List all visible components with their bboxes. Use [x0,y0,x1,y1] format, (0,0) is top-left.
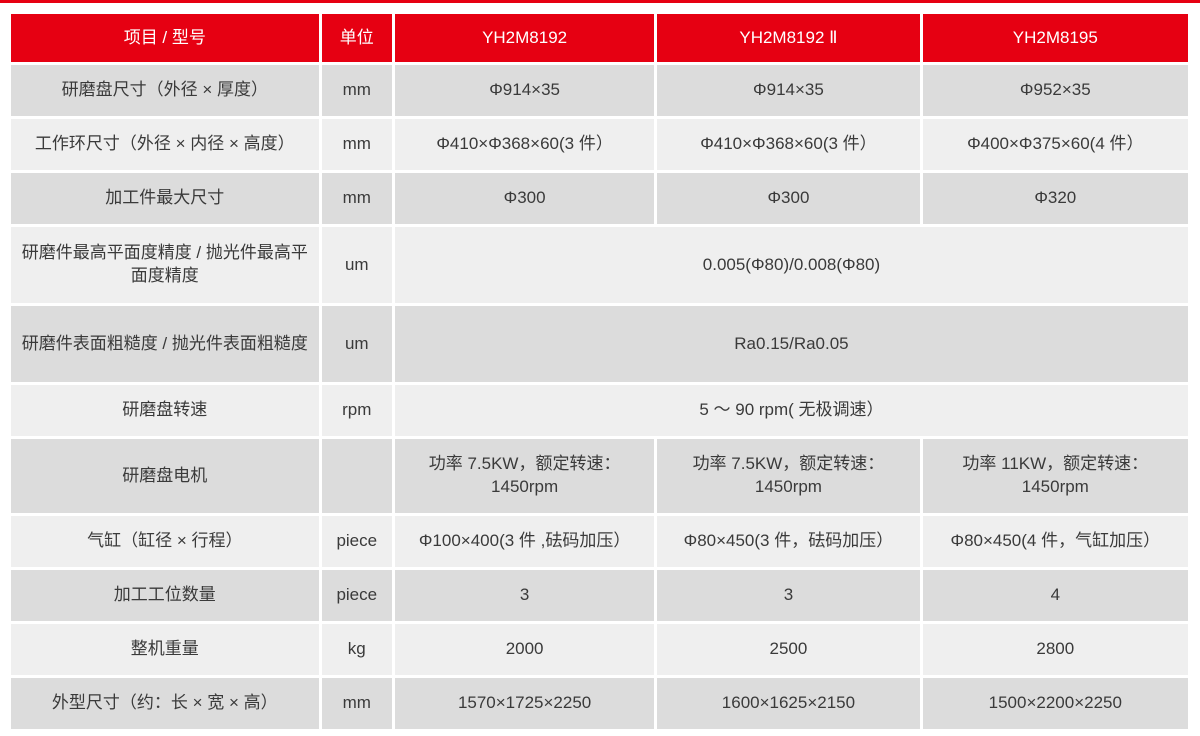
unit-cell: kg [321,624,392,675]
header-cell-item: 项目 / 型号 [11,14,319,62]
spec-row-flatness-accuracy: 研磨件最高平面度精度 / 抛光件最高平面度精度 um 0.005(Φ80)/0.… [11,227,1188,303]
merged-value-cell: 0.005(Φ80)/0.008(Φ80) [394,227,1188,303]
value-cell: Φ80×450(4 件，气缸加压） [922,516,1188,567]
spec-row-max-workpiece-size: 加工件最大尺寸 mm Φ300 Φ300 Φ320 [11,173,1188,224]
item-cell: 研磨盘电机 [11,439,319,513]
item-cell: 研磨盘尺寸（外径 × 厚度） [11,65,319,116]
unit-cell: mm [321,65,392,116]
value-cell: 2000 [394,624,655,675]
value-cell: Φ914×35 [657,65,920,116]
value-cell: 1500×2200×2250 [922,678,1188,729]
value-cell: 功率 11KW，额定转速：1450rpm [922,439,1188,513]
unit-cell: mm [321,173,392,224]
item-cell: 加工件最大尺寸 [11,173,319,224]
header-cell-model-yh2m8192-ii: YH2M8192 Ⅱ [657,14,920,62]
header-cell-unit: 单位 [321,14,392,62]
item-cell: 外型尺寸（约：长 × 宽 × 高） [11,678,319,729]
value-cell: Φ300 [657,173,920,224]
value-cell: Φ410×Φ368×60(3 件） [394,119,655,170]
item-cell: 研磨件表面粗糙度 / 抛光件表面粗糙度 [11,306,319,382]
spec-row-disc-size: 研磨盘尺寸（外径 × 厚度） mm Φ914×35 Φ914×35 Φ952×3… [11,65,1188,116]
value-cell: 1570×1725×2250 [394,678,655,729]
value-cell: Φ300 [394,173,655,224]
unit-cell [321,439,392,513]
item-cell: 工作环尺寸（外径 × 内径 × 高度） [11,119,319,170]
unit-cell: mm [321,678,392,729]
header-cell-model-yh2m8192: YH2M8192 [394,14,655,62]
top-red-rule [0,0,1200,3]
value-cell: 3 [394,570,655,621]
item-cell: 研磨盘转速 [11,385,319,436]
unit-cell: piece [321,570,392,621]
value-cell: Φ400×Φ375×60(4 件） [922,119,1188,170]
spec-row-overall-dimensions: 外型尺寸（约：长 × 宽 × 高） mm 1570×1725×2250 1600… [11,678,1188,729]
value-cell: Φ914×35 [394,65,655,116]
unit-cell: mm [321,119,392,170]
spec-row-machine-weight: 整机重量 kg 2000 2500 2800 [11,624,1188,675]
unit-cell: rpm [321,385,392,436]
unit-cell: um [321,227,392,303]
value-cell: 4 [922,570,1188,621]
item-cell: 气缸（缸径 × 行程） [11,516,319,567]
value-cell: 3 [657,570,920,621]
spec-row-disc-motor: 研磨盘电机 功率 7.5KW，额定转速：1450rpm 功率 7.5KW，额定转… [11,439,1188,513]
spec-row-surface-roughness: 研磨件表面粗糙度 / 抛光件表面粗糙度 um Ra0.15/Ra0.05 [11,306,1188,382]
value-cell: 功率 7.5KW，额定转速：1450rpm [394,439,655,513]
spec-row-disc-speed: 研磨盘转速 rpm 5 ～ 90 rpm( 无极调速） [11,385,1188,436]
value-cell: Φ320 [922,173,1188,224]
merged-value-cell: 5 ～ 90 rpm( 无极调速） [394,385,1188,436]
unit-cell: piece [321,516,392,567]
product-spec-table: 项目 / 型号 单位 YH2M8192 YH2M8192 Ⅱ YH2M8195 … [8,11,1191,732]
value-cell: Φ410×Φ368×60(3 件） [657,119,920,170]
value-cell: 1600×1625×2150 [657,678,920,729]
spec-row-cylinder: 气缸（缸径 × 行程） piece Φ100×400(3 件 ,砝码加压） Φ8… [11,516,1188,567]
header-cell-model-yh2m8195: YH2M8195 [922,14,1188,62]
merged-value-cell: Ra0.15/Ra0.05 [394,306,1188,382]
value-cell: 功率 7.5KW，额定转速：1450rpm [657,439,920,513]
header-row: 项目 / 型号 单位 YH2M8192 YH2M8192 Ⅱ YH2M8195 [11,14,1188,62]
item-cell: 整机重量 [11,624,319,675]
item-cell: 加工工位数量 [11,570,319,621]
value-cell: Φ80×450(3 件，砝码加压） [657,516,920,567]
value-cell: 2800 [922,624,1188,675]
item-cell: 研磨件最高平面度精度 / 抛光件最高平面度精度 [11,227,319,303]
value-cell: 2500 [657,624,920,675]
spec-row-work-ring-size: 工作环尺寸（外径 × 内径 × 高度） mm Φ410×Φ368×60(3 件）… [11,119,1188,170]
value-cell: Φ100×400(3 件 ,砝码加压） [394,516,655,567]
value-cell: Φ952×35 [922,65,1188,116]
unit-cell: um [321,306,392,382]
spec-row-station-count: 加工工位数量 piece 3 3 4 [11,570,1188,621]
